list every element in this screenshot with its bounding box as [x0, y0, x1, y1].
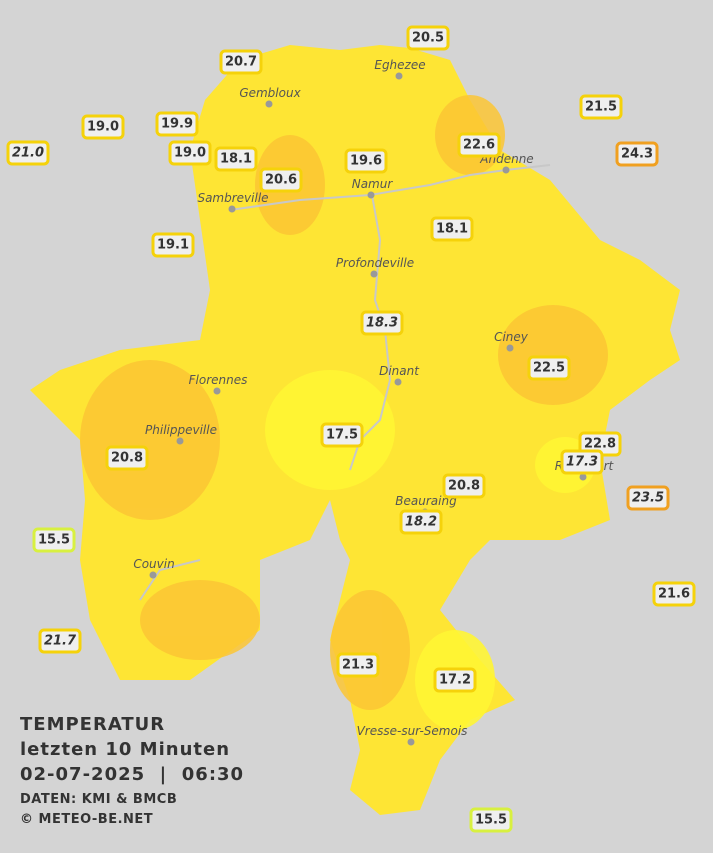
station-box: [560, 449, 604, 475]
station-box: [442, 473, 486, 499]
station-box: [336, 652, 380, 678]
station-box: [615, 141, 659, 167]
place-dot: [370, 270, 378, 278]
station-box: [579, 94, 623, 120]
station-box: [32, 527, 76, 553]
place-name: Philippeville: [145, 423, 217, 437]
station-value: 18.1: [220, 152, 252, 167]
place-name: Dinant: [379, 364, 420, 378]
place-dot: [395, 72, 403, 80]
station-value: 20.6: [265, 173, 297, 188]
station-box: [433, 667, 477, 693]
station-value: 18.2: [405, 515, 437, 530]
place-dot: [213, 387, 221, 395]
station-box: [469, 807, 513, 833]
station-box: [527, 355, 571, 381]
station-value: 23.5: [632, 491, 664, 506]
station-value: 21.6: [658, 587, 690, 602]
station-value: 19.0: [174, 146, 206, 161]
station-value: 21.5: [585, 100, 617, 115]
station-box: [344, 148, 388, 174]
station-box: [360, 310, 404, 336]
place-dot: [502, 166, 510, 174]
station-value: 18.3: [366, 316, 398, 331]
station-value: 24.3: [621, 147, 653, 162]
station-value: 17.3: [566, 455, 598, 470]
station-box: [652, 581, 696, 607]
place-name: Gembloux: [239, 86, 301, 100]
station-value: 19.9: [161, 117, 193, 132]
station-box: [399, 509, 443, 535]
copyright: © METEO-BE.NET: [20, 812, 153, 827]
station-box: [105, 445, 149, 471]
place-dot: [394, 378, 402, 386]
place-dot: [265, 100, 273, 108]
place-name: Florennes: [189, 373, 248, 387]
station-box: [6, 140, 50, 166]
station-value: 21.3: [342, 658, 374, 673]
station-value: 22.6: [463, 138, 495, 153]
station-value: 17.5: [326, 428, 358, 443]
place-name: Vresse-sur-Semois: [357, 724, 468, 738]
station-box: [259, 167, 303, 193]
station-box: [214, 146, 258, 172]
station-value: 21.7: [44, 634, 77, 649]
timestamp: 02-07-2025 | 06:30: [20, 764, 244, 785]
station-box: [406, 25, 450, 51]
title: TEMPERATUR: [20, 714, 165, 735]
station-box: [168, 140, 212, 166]
place-name: Profondeville: [336, 256, 414, 270]
place-name: Beauraing: [395, 494, 457, 508]
station-value: 22.5: [533, 361, 565, 376]
station-box: [81, 114, 125, 140]
station-value: 19.6: [350, 154, 382, 169]
place-dot: [228, 205, 236, 213]
place-dot: [407, 738, 415, 746]
subtitle: letzten 10 Minuten: [20, 739, 230, 760]
station-box: [626, 485, 670, 511]
station-value: 21.0: [12, 146, 44, 161]
station-value: 19.1: [157, 238, 189, 253]
place-dot: [176, 437, 184, 445]
place-name: Eghezee: [374, 58, 425, 72]
station-value: 15.5: [475, 813, 507, 828]
station-box: [38, 628, 82, 654]
place-dot: [579, 473, 587, 481]
place-name: Couvin: [133, 557, 174, 571]
station-box: [151, 232, 195, 258]
station-box: [155, 111, 199, 137]
place-name: Namur: [352, 177, 394, 191]
station-value: 15.5: [38, 533, 70, 548]
station-value: 19.0: [87, 120, 119, 135]
station-value: 20.8: [448, 479, 480, 494]
place-name: Sambreville: [197, 191, 268, 205]
station-box: [219, 49, 263, 75]
station-box: [430, 216, 474, 242]
place-name: Ciney: [494, 330, 529, 344]
station-box: [320, 422, 364, 448]
place-dot: [149, 571, 157, 579]
station-value: 18.1: [436, 222, 468, 237]
source: DATEN: KMI & BMCB: [20, 792, 177, 807]
station-value: 20.8: [111, 451, 143, 466]
station-box: [457, 132, 501, 158]
station-value: 20.7: [225, 55, 257, 70]
station-value: 22.8: [584, 437, 616, 452]
place-dot: [367, 191, 375, 199]
station-value: 20.5: [412, 31, 444, 46]
place-dot: [506, 344, 514, 352]
station-value: 17.2: [439, 673, 471, 688]
